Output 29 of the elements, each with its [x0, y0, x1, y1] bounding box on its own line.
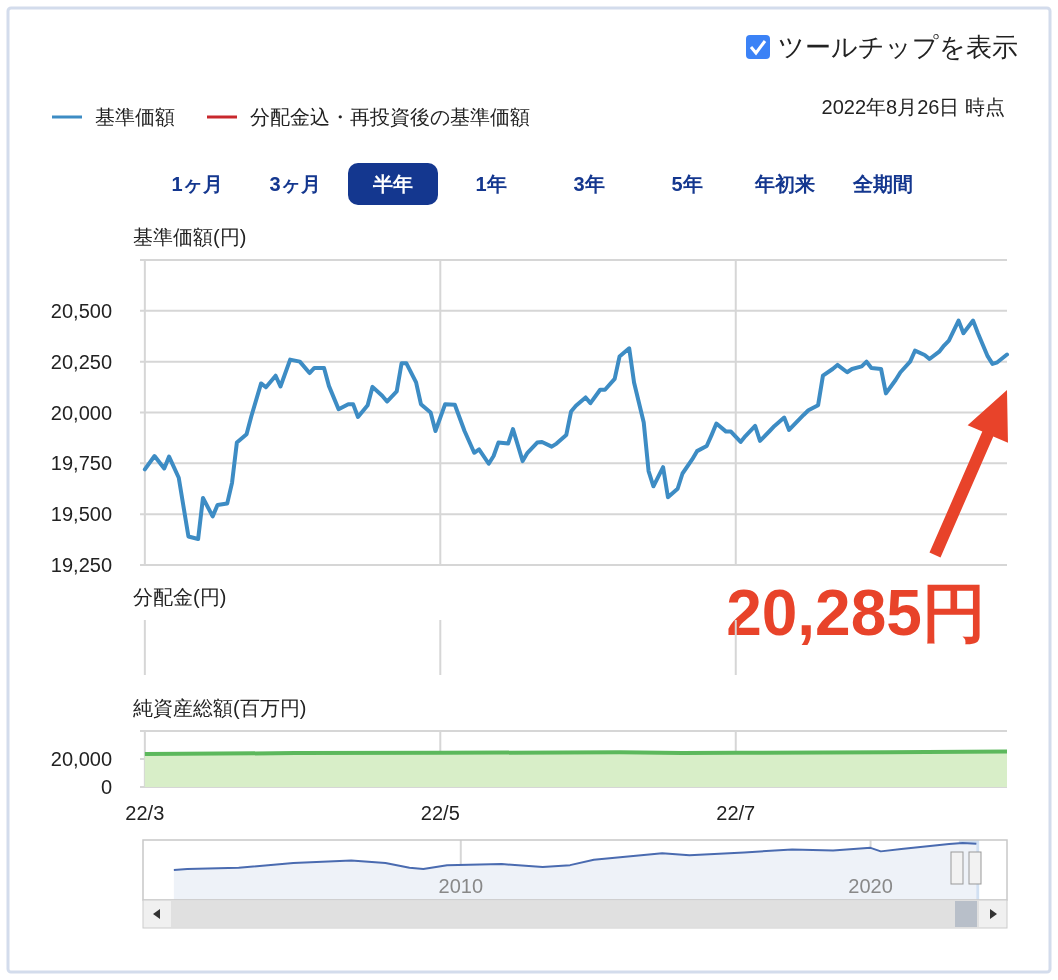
text: 2022年8月26日 時点 [821, 96, 1005, 118]
y-tick-label: 0 [100, 776, 112, 798]
y-tick-label: 20,250 [50, 350, 112, 373]
text: 3ヶ月 [269, 173, 321, 195]
y-tick-label: 19,500 [50, 503, 112, 526]
y-tick-label: 19,750 [50, 452, 112, 475]
x-tick-label: 22/7 [716, 802, 756, 824]
text: 20,285円 [726, 577, 986, 649]
text: 分配金(円) [133, 586, 227, 608]
y-tick-label: 20,500 [50, 299, 112, 322]
text: 1年 [475, 173, 507, 195]
x-tick-label: 2020 [848, 875, 893, 897]
legend-label: 基準価額 [95, 106, 175, 128]
x-tick-label: 22/3 [125, 802, 165, 824]
text: 全期間 [852, 173, 913, 195]
text: 5年 [671, 173, 703, 195]
x-tick-label: 2010 [438, 875, 484, 897]
text: 半年 [372, 173, 413, 195]
text: ツールチップを表示 [778, 32, 1018, 62]
y-tick-label: 20,000 [50, 401, 112, 424]
y-axis-title: 基準価額(円) [133, 226, 247, 248]
legend-label: 分配金込・再投資後の基準価額 [250, 106, 530, 128]
y-tick-label: 19,250 [50, 554, 112, 576]
text: 3年 [573, 173, 605, 195]
y-tick-label: 20,000 [50, 748, 112, 770]
y-axis-title: 純資産総額(百万円) [133, 697, 307, 719]
x-tick-label: 22/5 [420, 802, 460, 824]
text: 年初来 [754, 173, 815, 195]
text: 1ヶ月 [171, 173, 223, 195]
